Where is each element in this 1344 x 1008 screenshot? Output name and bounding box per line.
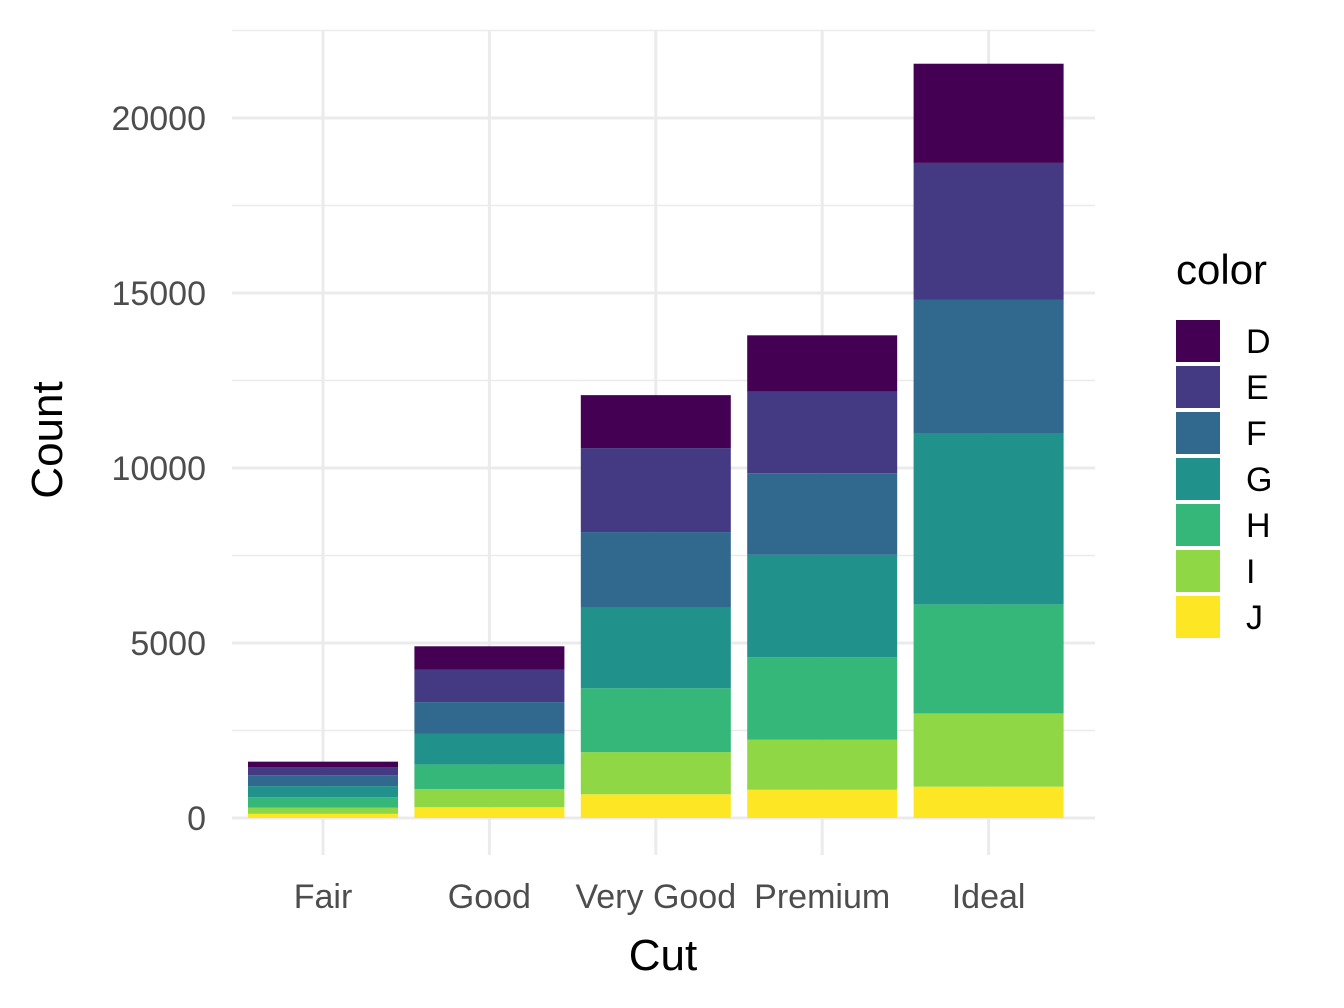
x-tick-label: Ideal: [952, 878, 1026, 916]
bar-good-h: [414, 764, 565, 789]
bar-fair-i: [248, 807, 398, 814]
bar-fair-f: [248, 775, 398, 787]
x-tick-label: Premium: [754, 878, 890, 916]
y-tick-label: 0: [187, 800, 206, 838]
bar-premium-f: [747, 473, 898, 555]
y-tick-label: 20000: [111, 100, 206, 138]
bar-good-e: [414, 669, 565, 703]
bar-premium-j: [747, 789, 898, 818]
bar-premium-e: [747, 391, 898, 474]
bar-very-good-g: [580, 607, 731, 689]
bar-ideal-h: [913, 604, 1064, 714]
legend-key-j: [1176, 596, 1220, 638]
y-axis-ticks: 0 5000 10000 15000 20000: [111, 100, 206, 838]
legend-label-j: J: [1246, 599, 1263, 637]
bar-premium-g: [747, 554, 898, 658]
legend-label-d: D: [1246, 323, 1271, 361]
legend-label-h: H: [1246, 507, 1271, 545]
bar-fair-d: [248, 761, 398, 768]
bar-premium-h: [747, 657, 898, 740]
bar-good-g: [414, 733, 565, 765]
bar-premium-i: [747, 739, 898, 790]
legend-key-i: [1176, 550, 1220, 592]
legend-key-h: [1176, 504, 1220, 546]
bar-fair-h: [248, 797, 398, 808]
bar-good-i: [414, 788, 565, 808]
bar-very-good-f: [580, 532, 731, 608]
bar-fair-e: [248, 767, 398, 776]
x-tick-label: Fair: [294, 878, 353, 916]
bar-good-d: [414, 646, 565, 670]
legend-key-f: [1176, 412, 1220, 454]
y-tick-label: 15000: [111, 275, 206, 313]
legend-label-i: I: [1246, 553, 1255, 591]
legend-label-g: G: [1246, 461, 1272, 499]
bar-very-good-h: [580, 688, 731, 753]
y-tick-label: 5000: [130, 625, 206, 663]
y-tick-label: 10000: [111, 450, 206, 488]
bar-very-good-j: [580, 794, 731, 818]
bar-ideal-g: [913, 433, 1064, 605]
legend-label-e: E: [1246, 369, 1269, 407]
bar-premium-d: [747, 335, 898, 392]
bar-very-good-d: [580, 395, 731, 449]
bar-very-good-e: [580, 448, 731, 533]
legend-key-d: [1176, 320, 1220, 362]
bar-good-j: [414, 807, 565, 818]
bar-ideal-f: [913, 299, 1064, 434]
legend-key-e: [1176, 366, 1220, 408]
legend-key-g: [1176, 458, 1220, 500]
x-axis-title: Cut: [629, 931, 697, 980]
x-tick-label: Very Good: [575, 878, 736, 916]
y-axis-title: Count: [23, 381, 72, 498]
bar-fair-g: [248, 786, 398, 798]
legend-title: color: [1176, 246, 1267, 293]
bar-good-f: [414, 702, 565, 734]
bar-ideal-i: [913, 713, 1064, 787]
legend-label-f: F: [1246, 415, 1267, 453]
bar-very-good-i: [580, 752, 731, 795]
bar-ideal-e: [913, 162, 1064, 300]
x-axis-ticks: Fair Good Very Good Premium Ideal: [294, 878, 1026, 916]
bar-fair-j: [248, 813, 398, 818]
x-tick-label: Good: [448, 878, 531, 916]
bar-ideal-j: [913, 786, 1064, 818]
bar-ideal-d: [913, 63, 1064, 163]
bars: [248, 63, 1064, 818]
